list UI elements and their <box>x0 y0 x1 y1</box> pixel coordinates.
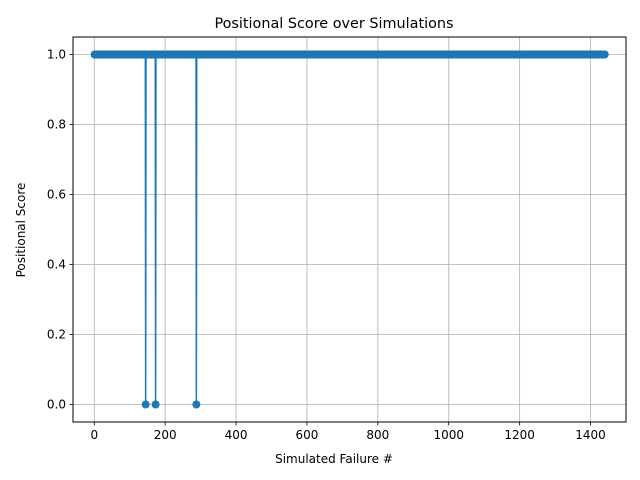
y-tick-label: 0.8 <box>47 118 66 132</box>
y-tick-label: 0.0 <box>47 398 66 412</box>
y-tick-label: 1.0 <box>47 48 66 62</box>
x-tick-label: 400 <box>225 428 248 442</box>
y-axis-label: Positional Score <box>14 183 28 278</box>
x-axis-label: Simulated Failure # <box>275 452 393 466</box>
data-point <box>600 50 609 59</box>
x-tick-label: 0 <box>90 428 98 442</box>
x-tick-label: 800 <box>366 428 389 442</box>
x-tick-label: 1200 <box>504 428 535 442</box>
x-tick-label: 1000 <box>433 428 464 442</box>
x-tick-label: 200 <box>154 428 177 442</box>
y-axis-ticks: 0.0 0.2 0.4 0.6 0.8 1.0 <box>47 48 73 412</box>
y-tick-label: 0.6 <box>47 188 66 202</box>
x-tick-label: 1400 <box>575 428 606 442</box>
x-tick-label: 600 <box>296 428 319 442</box>
data-point <box>192 400 201 409</box>
y-tick-label: 0.4 <box>47 258 66 272</box>
data-point <box>141 400 150 409</box>
series-markers <box>90 50 609 409</box>
plot-frame <box>72 36 627 423</box>
y-tick-label: 0.2 <box>47 328 66 342</box>
data-point <box>151 400 160 409</box>
chart-title: Positional Score over Simulations <box>214 16 453 32</box>
x-axis-ticks: 0 200 400 600 800 1000 1200 1400 <box>90 422 606 442</box>
